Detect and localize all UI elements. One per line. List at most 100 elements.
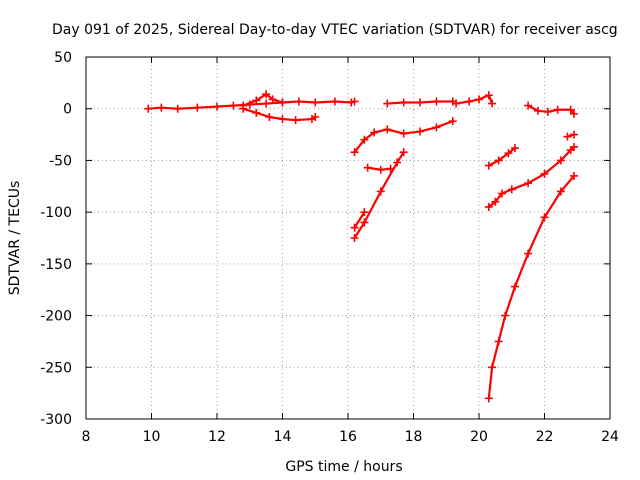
y-tick-label: 50 [54, 50, 72, 66]
data-point-marker [350, 97, 359, 106]
series-arc-10 [484, 171, 578, 403]
y-axis-label: SDTVAR / TECUs [7, 181, 23, 296]
data-point-marker [540, 169, 549, 178]
data-point-marker [569, 109, 578, 118]
data-point-marker [569, 171, 578, 180]
y-tick-label: -300 [40, 412, 72, 428]
series-arc-6 [383, 97, 457, 108]
data-point-marker [350, 223, 359, 232]
data-point-marker [278, 115, 287, 124]
x-tick-label: 12 [208, 429, 226, 445]
series-arc-12 [563, 130, 578, 141]
series-arc-9 [484, 142, 578, 211]
x-tick-label: 22 [536, 429, 554, 445]
data-point-marker [494, 337, 503, 346]
data-point-marker [383, 125, 392, 134]
data-point-marker [484, 202, 493, 211]
data-point-marker [563, 132, 572, 141]
data-point-marker [262, 99, 271, 108]
chart-title: Day 091 of 2025, Sidereal Day-to-day VTE… [52, 22, 618, 38]
series-line [353, 211, 366, 229]
x-tick-label: 10 [143, 429, 161, 445]
data-point-marker [370, 128, 379, 137]
data-point-marker [432, 123, 441, 132]
data-point-marker [360, 208, 369, 217]
data-point-marker [363, 163, 372, 172]
series-line [487, 145, 576, 209]
data-point-marker [265, 112, 274, 121]
data-point-marker [511, 282, 520, 291]
x-tick-label: 14 [274, 429, 292, 445]
data-point-marker [540, 213, 549, 222]
data-point-marker [416, 98, 425, 107]
data-point-marker [556, 156, 565, 165]
data-point-marker [556, 187, 565, 196]
data-point-marker [569, 142, 578, 151]
data-point-marker [432, 97, 441, 106]
series-arc-7 [452, 91, 497, 108]
data-point-marker [350, 148, 359, 157]
data-point-marker [268, 95, 277, 104]
data-point-marker [383, 99, 392, 108]
y-tick-label: -50 [49, 153, 72, 169]
data-point-marker [497, 189, 506, 198]
grid [86, 57, 610, 419]
data-point-marker [291, 116, 300, 125]
data-point-marker [494, 156, 503, 165]
data-point-marker [173, 104, 182, 113]
data-point-marker [278, 98, 287, 107]
data-point-marker [475, 95, 483, 104]
data-point-marker [213, 102, 221, 111]
data-point-marker [543, 107, 552, 116]
data-point-marker [553, 105, 562, 114]
data-point-marker [524, 249, 533, 258]
data-point-marker [330, 97, 339, 106]
data-point-marker [484, 394, 493, 403]
data-point-marker [311, 112, 320, 121]
data-point-marker [504, 149, 513, 158]
series-arc-8 [484, 144, 520, 170]
data-point-marker [294, 97, 303, 106]
data-point-marker [360, 135, 369, 144]
series-line [353, 151, 405, 240]
x-axis-label: GPS time / hours [285, 459, 402, 475]
x-tick-label: 8 [82, 429, 91, 445]
data-point-marker [311, 98, 320, 107]
series-arc-3 [363, 163, 395, 174]
data-point-marker [488, 99, 497, 108]
x-tick-label: 18 [405, 429, 423, 445]
data-point-marker [399, 148, 408, 157]
y-tick-label: 0 [63, 102, 72, 118]
data-point-marker [452, 99, 461, 108]
data-series-group [144, 90, 578, 403]
data-point-marker [569, 130, 578, 139]
data-point-marker [193, 103, 202, 112]
axis-ticks: 8 10 12 14 16 18 20 22 24 50 0 -50 -100 -150 -200 -250 -… [40, 50, 619, 445]
series-line [454, 94, 494, 105]
y-tick-label: -100 [40, 205, 72, 221]
series-arc-1-spread-low [239, 104, 320, 125]
data-point-marker [501, 311, 510, 320]
series-arc-2 [350, 117, 457, 157]
data-point-marker [157, 103, 166, 112]
data-point-marker [507, 185, 516, 194]
data-point-marker [262, 90, 271, 99]
data-point-marker [229, 101, 238, 110]
series-arc-1-spread-high [239, 90, 287, 110]
data-point-marker [399, 98, 408, 107]
data-point-marker [376, 165, 385, 174]
x-tick-label: 20 [470, 429, 488, 445]
series-line [487, 174, 576, 400]
data-point-marker [239, 104, 248, 113]
data-point-marker [393, 158, 402, 167]
data-point-marker [360, 218, 369, 227]
data-point-marker [524, 101, 533, 110]
data-point-marker [416, 127, 425, 136]
y-tick-label: -150 [40, 257, 72, 273]
y-tick-label: -200 [40, 309, 72, 325]
data-point-marker [399, 129, 408, 138]
data-point-marker [484, 91, 493, 100]
series-arc-11 [524, 101, 578, 118]
data-point-marker [484, 161, 493, 170]
